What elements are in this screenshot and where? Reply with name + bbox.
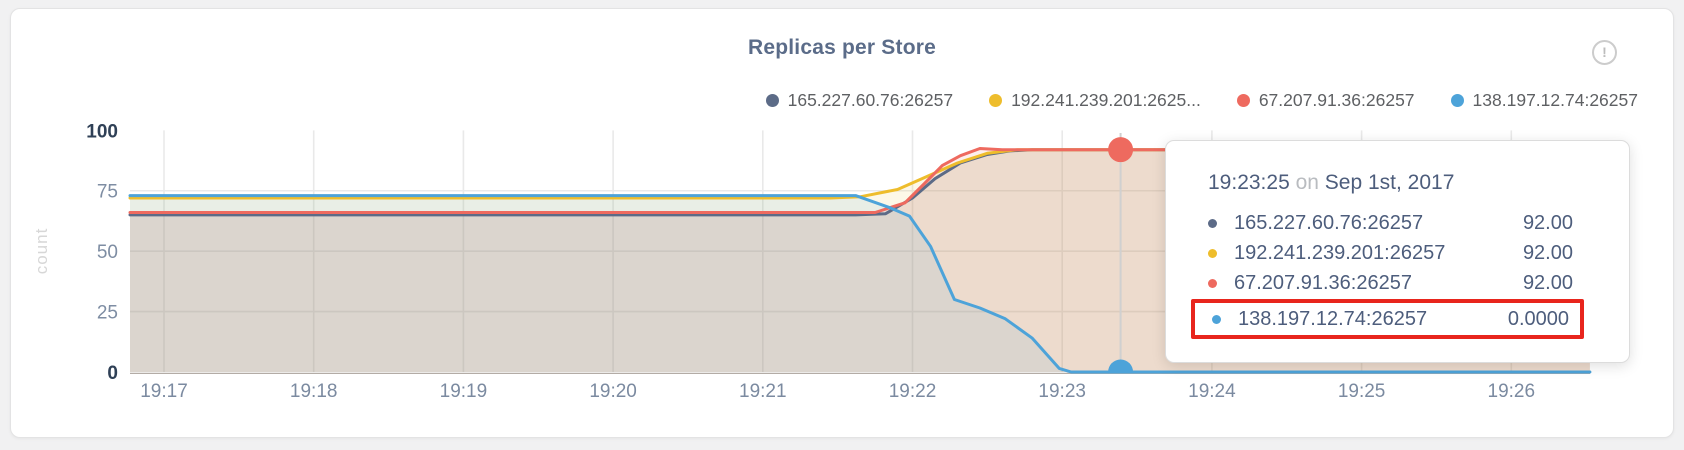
tooltip-series-value: 92.00 — [1522, 211, 1573, 234]
tooltip-series-label: 67.207.91.36:26257 — [1234, 271, 1412, 294]
legend-dot-icon — [1450, 94, 1464, 107]
tooltip-row-highlighted: 138.197.12.74:26257 0.0000 — [1212, 304, 1569, 334]
tooltip-date: Sep 1st, 2017 — [1324, 171, 1455, 194]
tooltip-series-label: 165.227.60.76:26257 — [1234, 211, 1424, 234]
series-dot-icon — [1208, 248, 1217, 258]
legend-item-store-3[interactable]: 67.207.91.36:26257 — [1236, 90, 1415, 111]
tooltip-row: 192.241.239.201:26257 92.00 — [1208, 238, 1573, 268]
tooltip-preposition: on — [1295, 171, 1319, 194]
highlight-annotation-box: 138.197.12.74:26257 0.0000 — [1191, 299, 1584, 339]
tooltip-series-label: 138.197.12.74:26257 — [1238, 307, 1428, 330]
tooltip-series-value: 92.00 — [1522, 271, 1573, 294]
series-dot-icon — [1208, 278, 1217, 288]
tooltip-series-label: 192.241.239.201:26257 — [1234, 241, 1446, 264]
tooltip-row: 67.207.91.36:26257 92.00 — [1208, 268, 1573, 298]
legend-dot-icon — [989, 94, 1003, 107]
legend-label: 138.197.12.74:26257 — [1472, 90, 1638, 110]
chart-legend: 165.227.60.76:26257 192.241.239.201:2625… — [765, 90, 1638, 111]
legend-label: 67.207.91.36:26257 — [1258, 90, 1415, 110]
legend-dot-icon — [765, 94, 779, 107]
legend-dot-icon — [1236, 94, 1250, 107]
legend-item-store-4[interactable]: 138.197.12.74:26257 — [1450, 90, 1638, 111]
tooltip-row: 165.227.60.76:26257 92.00 — [1208, 208, 1573, 238]
info-icon[interactable]: ! — [1592, 40, 1617, 65]
tooltip-series-value: 92.00 — [1522, 241, 1573, 264]
series-dot-icon — [1208, 218, 1217, 228]
legend-label: 165.227.60.76:26257 — [787, 90, 954, 110]
legend-label: 192.241.239.201:2625... — [1011, 90, 1201, 110]
chart-title: Replicas per Store — [747, 36, 936, 59]
tooltip-series-value: 0.0000 — [1507, 307, 1569, 330]
tooltip-time: 19:23:25 — [1208, 171, 1290, 194]
tooltip-timestamp: 19:23:25 on Sep 1st, 2017 — [1208, 171, 1573, 195]
legend-item-store-1[interactable]: 165.227.60.76:26257 — [765, 90, 954, 111]
hover-tooltip: 19:23:25 on Sep 1st, 2017 165.227.60.76:… — [1165, 140, 1630, 363]
series-dot-icon — [1212, 314, 1221, 324]
legend-item-store-2[interactable]: 192.241.239.201:2625... — [989, 90, 1201, 111]
